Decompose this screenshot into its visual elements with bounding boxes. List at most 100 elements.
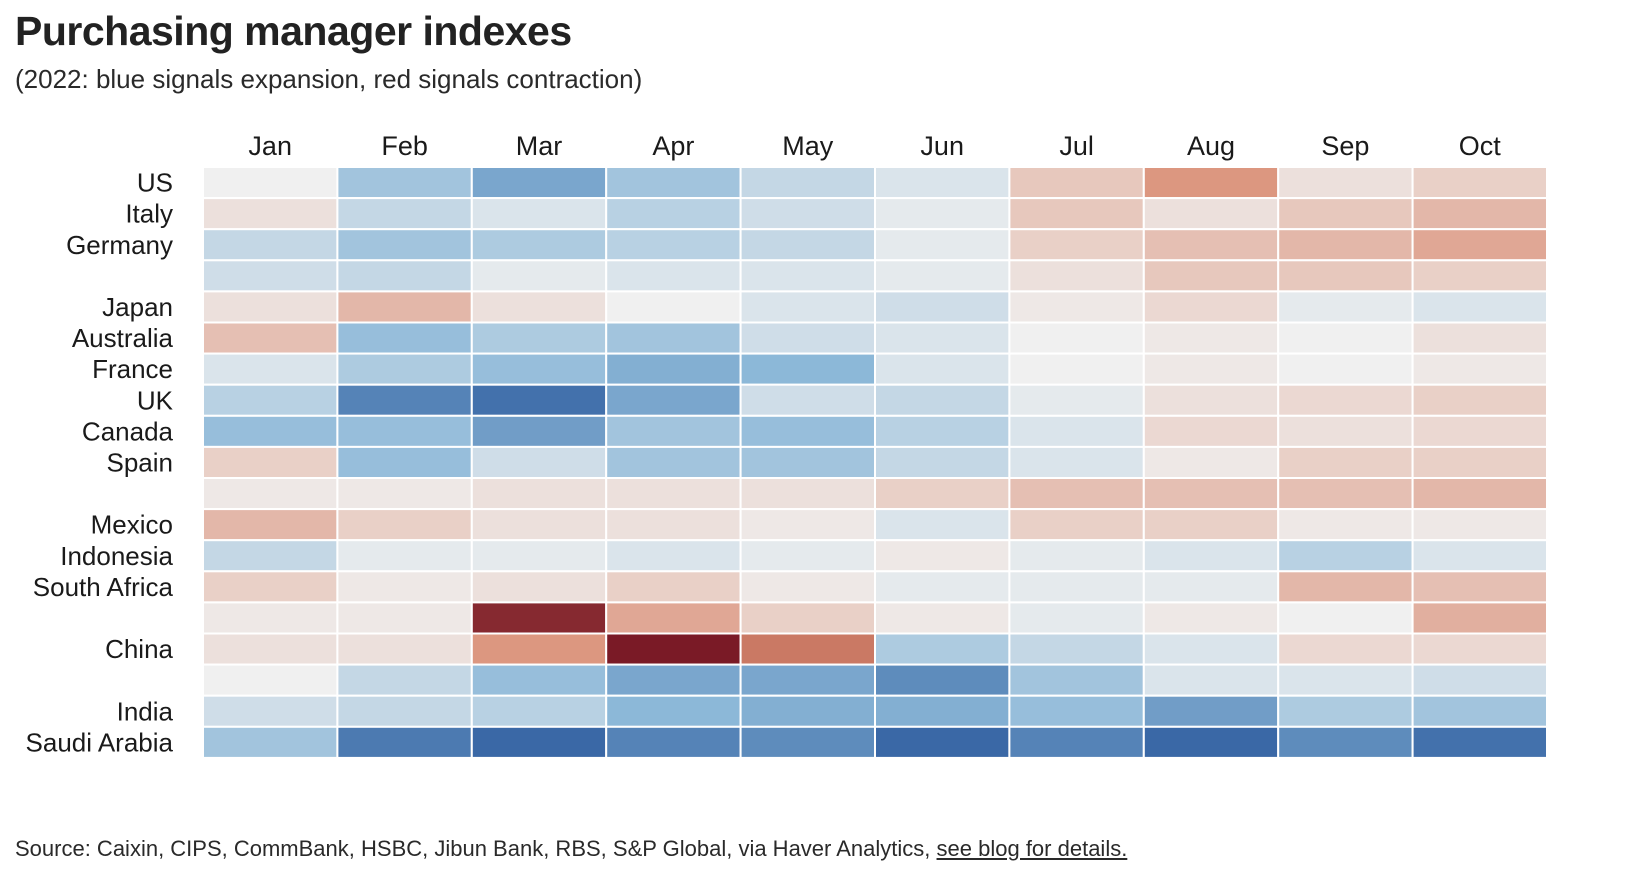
- month-label: Aug: [1187, 131, 1235, 161]
- heatmap-cell: [336, 477, 473, 511]
- heatmap-cell: [739, 166, 876, 200]
- heatmap-cell: [202, 694, 339, 728]
- heatmap-cell: [1008, 228, 1145, 262]
- heatmap-cell: [1411, 508, 1548, 542]
- heatmap-cell: [1277, 539, 1414, 573]
- heatmap-cell: [336, 383, 473, 417]
- heatmap-cell: [1411, 383, 1548, 417]
- heatmap-cell: [874, 725, 1011, 759]
- heatmap-cell: [874, 508, 1011, 542]
- heatmap-cell: [1277, 321, 1414, 355]
- heatmap-cell: [739, 601, 876, 635]
- heatmap-cell: [1411, 725, 1548, 759]
- heatmap-cell: [202, 508, 339, 542]
- heatmap-cell: [605, 539, 742, 573]
- heatmap-cell: [336, 725, 473, 759]
- heatmap-cell: [605, 228, 742, 262]
- heatmap-cell: [470, 725, 608, 759]
- country-label: Spain: [107, 447, 174, 477]
- heatmap-cell: [605, 383, 742, 417]
- country-label: US: [137, 168, 173, 198]
- heatmap-cell: [1142, 601, 1280, 635]
- heatmap-cell: [1008, 477, 1145, 511]
- heatmap-cell: [336, 166, 473, 200]
- heatmap-cell: [739, 539, 876, 573]
- heatmap-cell: [336, 694, 473, 728]
- heatmap-cell: [874, 570, 1011, 604]
- month-label: Mar: [516, 131, 563, 161]
- heatmap-cell: [874, 166, 1011, 200]
- heatmap-cell: [1277, 601, 1414, 635]
- heatmap-cell: [605, 508, 742, 542]
- heatmap-cell: [1411, 321, 1548, 355]
- source-text: Source: Caixin, CIPS, CommBank, HSBC, Ji…: [15, 836, 937, 861]
- heatmap-cell: [1008, 197, 1145, 231]
- heatmap-cell: [1411, 228, 1548, 262]
- heatmap-cell: [605, 197, 742, 231]
- heatmap-cell: [470, 383, 608, 417]
- heatmap-cell: [202, 321, 339, 355]
- heatmap-cell: [1142, 352, 1280, 386]
- heatmap-cell: [1008, 166, 1145, 200]
- heatmap-cell: [202, 383, 339, 417]
- country-label: Japan: [102, 292, 173, 322]
- heatmap-cell: [1411, 694, 1548, 728]
- heatmap-cell: [1142, 508, 1280, 542]
- heatmap-cell: [1142, 445, 1280, 479]
- heatmap-cell: [874, 321, 1011, 355]
- heatmap-cell: [470, 321, 608, 355]
- heatmap-cell: [202, 539, 339, 573]
- heatmap-cell: [1142, 383, 1280, 417]
- source-note: Source: Caixin, CIPS, CommBank, HSBC, Ji…: [15, 836, 1127, 862]
- heatmap-cell: [470, 570, 608, 604]
- heatmap-cell: [1142, 539, 1280, 573]
- heatmap-cell: [1142, 725, 1280, 759]
- heatmap-cell: [1277, 663, 1414, 697]
- heatmap-cell: [874, 290, 1011, 324]
- heatmap-cell: [874, 228, 1011, 262]
- heatmap-cell: [1277, 383, 1414, 417]
- heatmap-cell: [1008, 445, 1145, 479]
- country-label: China: [105, 634, 173, 664]
- heatmap-cell: [739, 383, 876, 417]
- month-label: Jul: [1059, 131, 1094, 161]
- month-labels: Jan Feb Mar Apr May Jun Jul Aug Sep Oct: [248, 131, 1501, 161]
- heatmap-cell: [1008, 290, 1145, 324]
- month-label: Apr: [652, 131, 694, 161]
- heatmap-cell: [739, 414, 876, 448]
- heatmap-cell: [336, 539, 473, 573]
- heatmap-cell: [1411, 290, 1548, 324]
- heatmap-cell: [1277, 570, 1414, 604]
- heatmap-cell: [1142, 477, 1280, 511]
- heatmap-cell: [874, 694, 1011, 728]
- heatmap-cell: [605, 259, 742, 293]
- heatmap-cell: [605, 570, 742, 604]
- heatmap-cell: [470, 663, 608, 697]
- heatmap-cell: [1411, 477, 1548, 511]
- heatmap-cell: [739, 632, 876, 666]
- heatmap-cell: [1411, 632, 1548, 666]
- country-label: UK: [137, 385, 174, 415]
- heatmap-cell: [1008, 663, 1145, 697]
- heatmap-cell: [470, 477, 608, 511]
- heatmap-cell: [739, 570, 876, 604]
- heatmap-cell: [874, 632, 1011, 666]
- heatmap-cell: [1008, 321, 1145, 355]
- blog-link[interactable]: see blog for details.: [936, 836, 1128, 861]
- heatmap-cell: [336, 663, 473, 697]
- country-label: South Africa: [33, 572, 174, 602]
- heatmap-cell: [1142, 694, 1280, 728]
- country-label: Indonesia: [60, 541, 173, 571]
- heatmap-cell: [739, 508, 876, 542]
- heatmap-cell: [336, 508, 473, 542]
- heatmap-cell: [605, 663, 742, 697]
- heatmap-cell: [1008, 383, 1145, 417]
- heatmap-cell: [874, 445, 1011, 479]
- heatmap-cell: [605, 445, 742, 479]
- country-label: Saudi Arabia: [26, 727, 174, 757]
- country-label: Mexico: [91, 510, 173, 540]
- heatmap-cell: [1142, 570, 1280, 604]
- heatmap-cell: [1277, 508, 1414, 542]
- heatmap-cell: [336, 445, 473, 479]
